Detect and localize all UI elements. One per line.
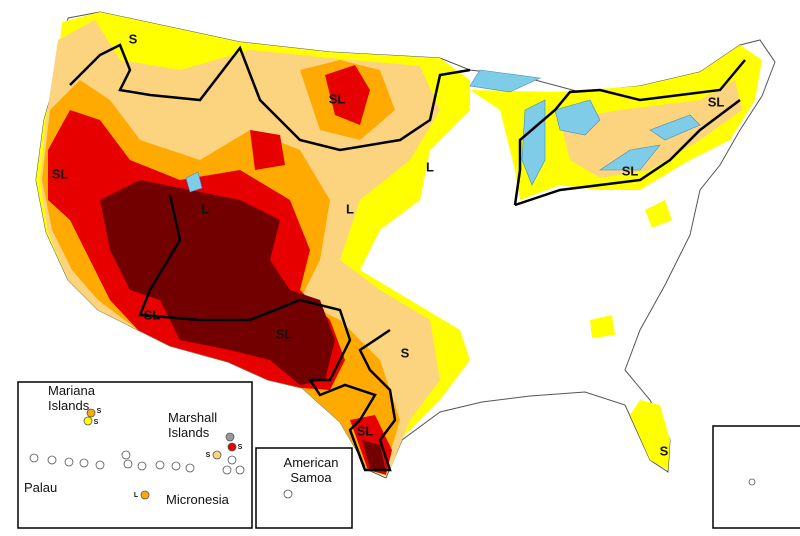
island-marker: L <box>134 492 139 499</box>
drought-d4 <box>100 180 335 385</box>
outlook-label: SL <box>52 166 69 181</box>
samoa-inset <box>255 447 353 529</box>
island-marker: S <box>206 452 211 459</box>
lakes <box>185 69 701 193</box>
outlook-label: S <box>129 31 138 46</box>
island-marker: S <box>97 408 102 415</box>
outlook-label: L <box>346 201 354 216</box>
island-marker: S <box>94 419 99 426</box>
inset-label: Marshall Islands <box>168 410 218 440</box>
inset-label: American Samoa <box>283 455 339 485</box>
inset-label: Mariana Islands <box>48 383 95 413</box>
outlook-label: SL <box>622 163 639 178</box>
outlook-label: L <box>201 201 209 216</box>
boundary-lines <box>69 43 746 472</box>
drought-d1 <box>560 80 742 178</box>
drought-d0 <box>590 315 615 338</box>
outlook-label: SL <box>144 307 161 322</box>
outlook-label: L <box>426 159 434 174</box>
inset-label: Micronesia <box>166 492 229 507</box>
outlook-label: SL <box>357 423 374 438</box>
outlook-label: SL <box>276 326 293 341</box>
drought-d0 <box>645 200 672 228</box>
drought-d3 <box>250 130 285 170</box>
island-marker: S <box>238 444 243 451</box>
hawaii-inset <box>712 425 800 529</box>
drought-d4 <box>362 440 386 472</box>
outlook-label: S <box>660 443 669 458</box>
outlook-label: S <box>401 345 410 360</box>
outlook-label: SL <box>329 91 346 106</box>
outlook-label: SL <box>708 94 725 109</box>
islands <box>29 408 756 500</box>
drought-d3 <box>325 65 370 125</box>
inset-label: Palau <box>24 480 58 495</box>
drought-d0 <box>630 400 670 470</box>
